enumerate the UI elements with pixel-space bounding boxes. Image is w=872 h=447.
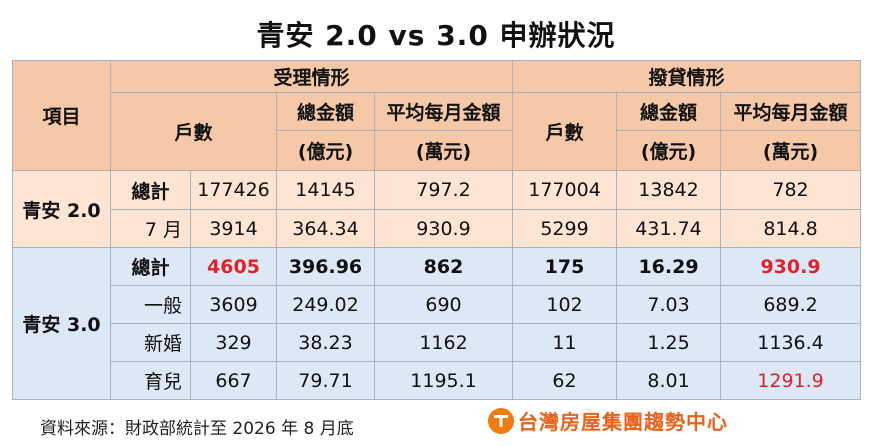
header-loan-group: 撥貸情形 (512, 60, 862, 93)
header-loan-avg-unit: (萬元) (720, 130, 862, 171)
table-row: 新婚 329 38.23 1162 11 1.25 1136.4 (13, 323, 862, 362)
cell-loan-avg: 1291.9 (720, 361, 862, 400)
table-row: 育兒 667 79.71 1195.1 62 8.01 1291.9 (13, 361, 862, 400)
cell-accept-households: 329 (190, 323, 277, 362)
table-row: 青安 2.0 總計 177426 14145 797.2 177004 1384… (12, 170, 862, 248)
cell-accept-total: 14145 (276, 170, 375, 210)
cell-loan-total: 8.01 (616, 361, 722, 400)
cell-accept-avg: 797.2 (373, 170, 514, 210)
T-logo-icon (488, 407, 514, 434)
cell-loan-avg: 689.2 (720, 285, 862, 324)
header-accept-total: 總金額 (276, 92, 375, 131)
cell-loan-total: 13842 (616, 170, 722, 210)
header-loan-avg: 平均每月金額 (720, 92, 862, 131)
data-table: 項目 受理情形 撥貸情形 戶數 總金額 平均每月金額 戶數 總金額 平均每月金額… (12, 60, 862, 400)
sub-label: 總計 (110, 247, 191, 286)
group-label-v2: 青安 2.0 (12, 170, 111, 248)
cell-accept-households: 3609 (190, 285, 277, 324)
cell-accept-avg: 862 (373, 247, 514, 286)
table-row: 一般 3609 249.02 690 102 7.03 689.2 (13, 285, 862, 324)
cell-accept-total: 249.02 (276, 285, 375, 324)
header-loan-total: 總金額 (616, 92, 722, 131)
cell-accept-total: 38.23 (276, 323, 375, 362)
table-row: 青安 3.0 總計 4605 396.96 862 175 16.29 930.… (12, 247, 862, 400)
cell-accept-households: 3914 (190, 209, 277, 248)
cell-loan-households: 175 (512, 247, 618, 286)
header-accept-avg: 平均每月金額 (373, 92, 514, 131)
source-note: 資料來源：財政部統計至 2026 年 8 月底 (40, 419, 354, 439)
cell-accept-total: 79.71 (276, 361, 375, 400)
cell-loan-households: 102 (512, 285, 618, 324)
cell-loan-avg: 1136.4 (720, 323, 862, 362)
cell-accept-avg: 1162 (373, 323, 514, 362)
cell-accept-households: 177426 (190, 170, 277, 210)
sub-label: 7 月 (110, 209, 191, 248)
cell-accept-avg: 930.9 (373, 209, 514, 248)
cell-accept-avg: 690 (373, 285, 514, 324)
header-accept-total-unit: (億元) (276, 130, 375, 171)
cell-accept-total: 396.96 (276, 247, 375, 286)
cell-loan-households: 11 (512, 323, 618, 362)
group-label-v3: 青安 3.0 (12, 247, 111, 400)
cell-accept-households: 4605 (190, 247, 277, 286)
header-row-columns: 戶數 總金額 平均每月金額 戶數 總金額 平均每月金額 (13, 92, 862, 171)
sub-label: 新婚 (110, 323, 191, 362)
header-accept-group: 受理情形 (109, 60, 514, 93)
sub-label: 一般 (110, 285, 191, 324)
sub-label: 育兒 (110, 361, 191, 400)
cell-loan-total: 7.03 (616, 285, 722, 324)
sub-label: 總計 (110, 170, 191, 210)
brand-logo: 台灣房屋集團趨勢中心 (488, 406, 728, 435)
cell-loan-total: 1.25 (616, 323, 722, 362)
cell-loan-avg: 782 (720, 170, 862, 210)
header-accept-households: 戶數 (110, 92, 277, 171)
cell-loan-households: 177004 (512, 170, 618, 210)
header-item: 項目 (12, 60, 111, 171)
cell-loan-households: 62 (512, 361, 618, 400)
table-row: 7 月 3914 364.34 930.9 5299 431.74 814.8 (13, 209, 862, 248)
header-row-units: (億元) (萬元) (億元) (萬元) (13, 130, 862, 171)
header-accept-avg-unit: (萬元) (373, 130, 514, 171)
header-loan-households: 戶數 (512, 92, 618, 171)
cell-loan-avg: 930.9 (720, 247, 862, 286)
cell-loan-total: 16.29 (616, 247, 722, 286)
header-loan-total-unit: (億元) (616, 130, 722, 171)
cell-accept-avg: 1195.1 (373, 361, 514, 400)
cell-loan-households: 5299 (512, 209, 618, 248)
page-title: 青安 2.0 vs 3.0 申辦狀況 (256, 19, 616, 52)
cell-loan-avg: 814.8 (720, 209, 862, 248)
brand-name: 台灣房屋集團趨勢中心 (518, 410, 728, 434)
cell-loan-total: 431.74 (616, 209, 722, 248)
cell-accept-total: 364.34 (276, 209, 375, 248)
header-row-groups: 項目 受理情形 撥貸情形 (12, 60, 862, 171)
cell-accept-households: 667 (190, 361, 277, 400)
